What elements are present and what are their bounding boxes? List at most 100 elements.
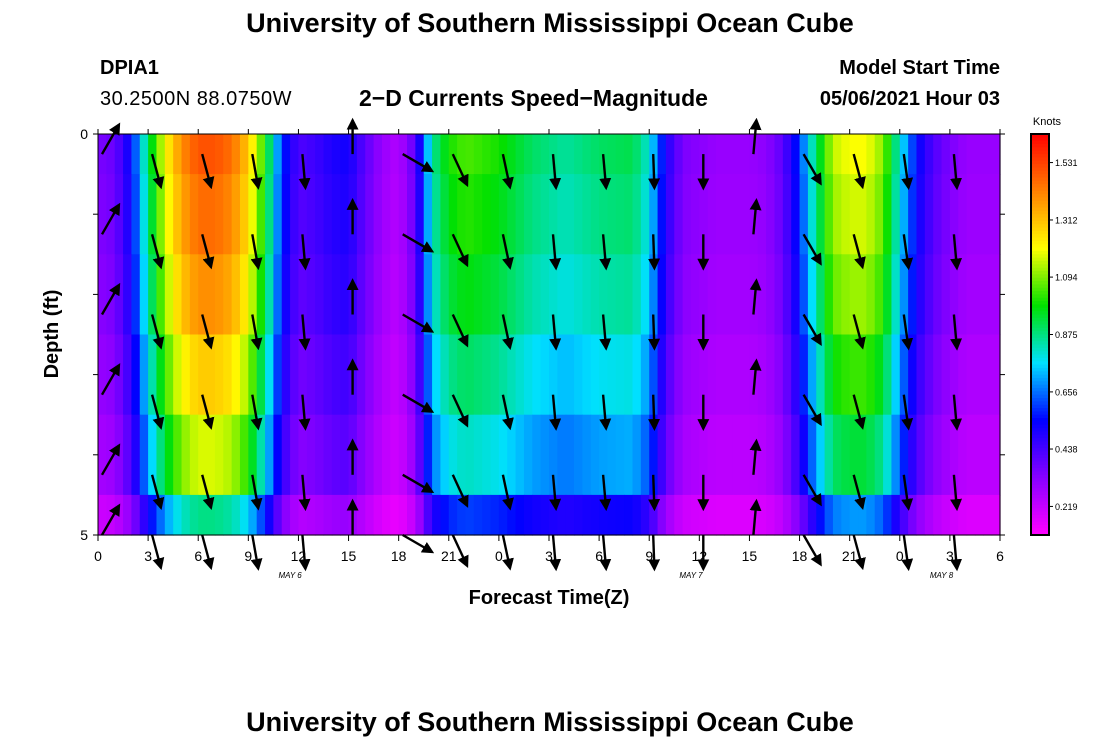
heatmap-cell bbox=[114, 174, 124, 255]
heatmap-cell bbox=[824, 414, 834, 496]
heatmap-cell bbox=[791, 414, 801, 496]
heatmap-cell bbox=[323, 174, 333, 255]
current-vector bbox=[749, 358, 762, 395]
colorbar-tick-label: 0.656 bbox=[1055, 387, 1078, 397]
heatmap-cell bbox=[732, 134, 742, 175]
heatmap-cell bbox=[206, 414, 216, 496]
heatmap-cell bbox=[440, 174, 450, 255]
heatmap-cell bbox=[206, 174, 216, 255]
colorbar-segment bbox=[1031, 227, 1049, 232]
heatmap-cell bbox=[916, 494, 926, 536]
heatmap-cell bbox=[557, 414, 567, 496]
heatmap-cell bbox=[231, 414, 241, 496]
day-label: MAY 8 bbox=[930, 571, 954, 580]
heatmap-cell bbox=[381, 254, 391, 336]
heatmap-cell bbox=[624, 254, 634, 336]
heatmap-cell bbox=[941, 174, 951, 255]
colorbar-segment bbox=[1031, 174, 1049, 179]
colorbar-tick-label: 1.531 bbox=[1055, 158, 1078, 168]
heatmap-cell bbox=[473, 414, 483, 496]
colorbar-segment bbox=[1031, 257, 1049, 262]
heatmap-cell bbox=[974, 134, 984, 175]
heatmap-cell bbox=[941, 134, 951, 175]
colorbar-segment bbox=[1031, 381, 1049, 386]
heatmap-cell bbox=[265, 254, 274, 336]
colorbar-segment bbox=[1031, 374, 1049, 379]
heatmap-cell bbox=[164, 494, 174, 536]
heatmap-cell bbox=[640, 174, 650, 255]
colorbar-segment bbox=[1031, 518, 1049, 523]
heatmap-cell bbox=[214, 414, 224, 496]
heatmap-cell bbox=[741, 334, 751, 416]
current-vector bbox=[749, 117, 762, 155]
current-vector bbox=[451, 474, 469, 508]
heatmap-cell bbox=[674, 414, 684, 496]
heatmap-cell bbox=[532, 334, 542, 416]
heatmap-cell bbox=[657, 254, 667, 336]
heatmap-cell bbox=[306, 494, 316, 536]
heatmap-cell bbox=[724, 254, 734, 336]
colorbar-segment bbox=[1031, 508, 1049, 513]
heatmap-cell bbox=[156, 134, 166, 175]
current-vector bbox=[402, 393, 435, 413]
heatmap-cell bbox=[156, 174, 166, 255]
heatmap-cell bbox=[457, 174, 467, 255]
current-vector bbox=[648, 534, 661, 572]
heatmap-cell bbox=[649, 334, 659, 416]
heatmap-cell bbox=[331, 494, 341, 536]
current-vector bbox=[901, 234, 914, 271]
heatmap-cell bbox=[582, 414, 592, 496]
heatmap-cell bbox=[281, 254, 291, 336]
heatmap-cell bbox=[707, 414, 717, 496]
heatmap-cell bbox=[490, 174, 500, 255]
heatmap-cell bbox=[774, 334, 784, 416]
colorbar-segment bbox=[1031, 177, 1049, 182]
heatmap-cell bbox=[189, 334, 199, 416]
heatmap-cell bbox=[490, 414, 500, 496]
heatmap-cell bbox=[574, 414, 584, 496]
colorbar-segment bbox=[1031, 441, 1049, 446]
heatmap-cell bbox=[532, 254, 542, 336]
heatmap-cell bbox=[799, 174, 809, 255]
colorbar-segment bbox=[1031, 337, 1049, 342]
current-vector bbox=[599, 474, 612, 512]
y-tick-label: 0 bbox=[80, 126, 88, 142]
heatmap-cell bbox=[239, 134, 249, 175]
current-vector bbox=[648, 314, 661, 351]
heatmap-cell bbox=[624, 134, 634, 175]
heatmap-cell bbox=[198, 254, 208, 336]
heatmap-cell bbox=[607, 334, 617, 416]
heatmap-cell bbox=[515, 494, 525, 536]
heatmap-cell bbox=[306, 414, 316, 496]
colorbar-segment bbox=[1031, 144, 1049, 148]
heatmap-cell bbox=[574, 174, 584, 255]
colorbar-segment bbox=[1031, 214, 1049, 219]
heatmap-cell bbox=[640, 254, 650, 336]
heatmap-cell bbox=[457, 494, 467, 536]
x-tick-label: 9 bbox=[244, 548, 252, 564]
heatmap-cell bbox=[615, 334, 625, 416]
heatmap-cell bbox=[565, 414, 575, 496]
heatmap-cell bbox=[816, 494, 826, 536]
current-vector bbox=[901, 394, 914, 431]
heatmap-cell bbox=[523, 134, 533, 175]
current-vector bbox=[501, 153, 514, 190]
heatmap-cell bbox=[340, 254, 350, 336]
colorbar-segment bbox=[1031, 504, 1049, 509]
heatmap-cell bbox=[732, 334, 742, 416]
heatmap-cell bbox=[807, 134, 817, 175]
colorbar-segment bbox=[1031, 491, 1049, 496]
heatmap-cell bbox=[540, 134, 550, 175]
heatmap-cell bbox=[139, 494, 149, 536]
colorbar-segment bbox=[1031, 371, 1049, 376]
heatmap-cell bbox=[381, 174, 391, 255]
heatmap-cell bbox=[557, 174, 567, 255]
heatmap-cell bbox=[315, 414, 325, 496]
heatmap-cell bbox=[891, 254, 901, 336]
heatmap-cell bbox=[231, 174, 241, 255]
heatmap-cell bbox=[665, 494, 675, 536]
heatmap-cell bbox=[390, 134, 400, 175]
footer-title: University of Southern Mississippi Ocean… bbox=[246, 707, 854, 737]
current-vector bbox=[451, 534, 469, 568]
heatmap-cell bbox=[256, 334, 266, 416]
